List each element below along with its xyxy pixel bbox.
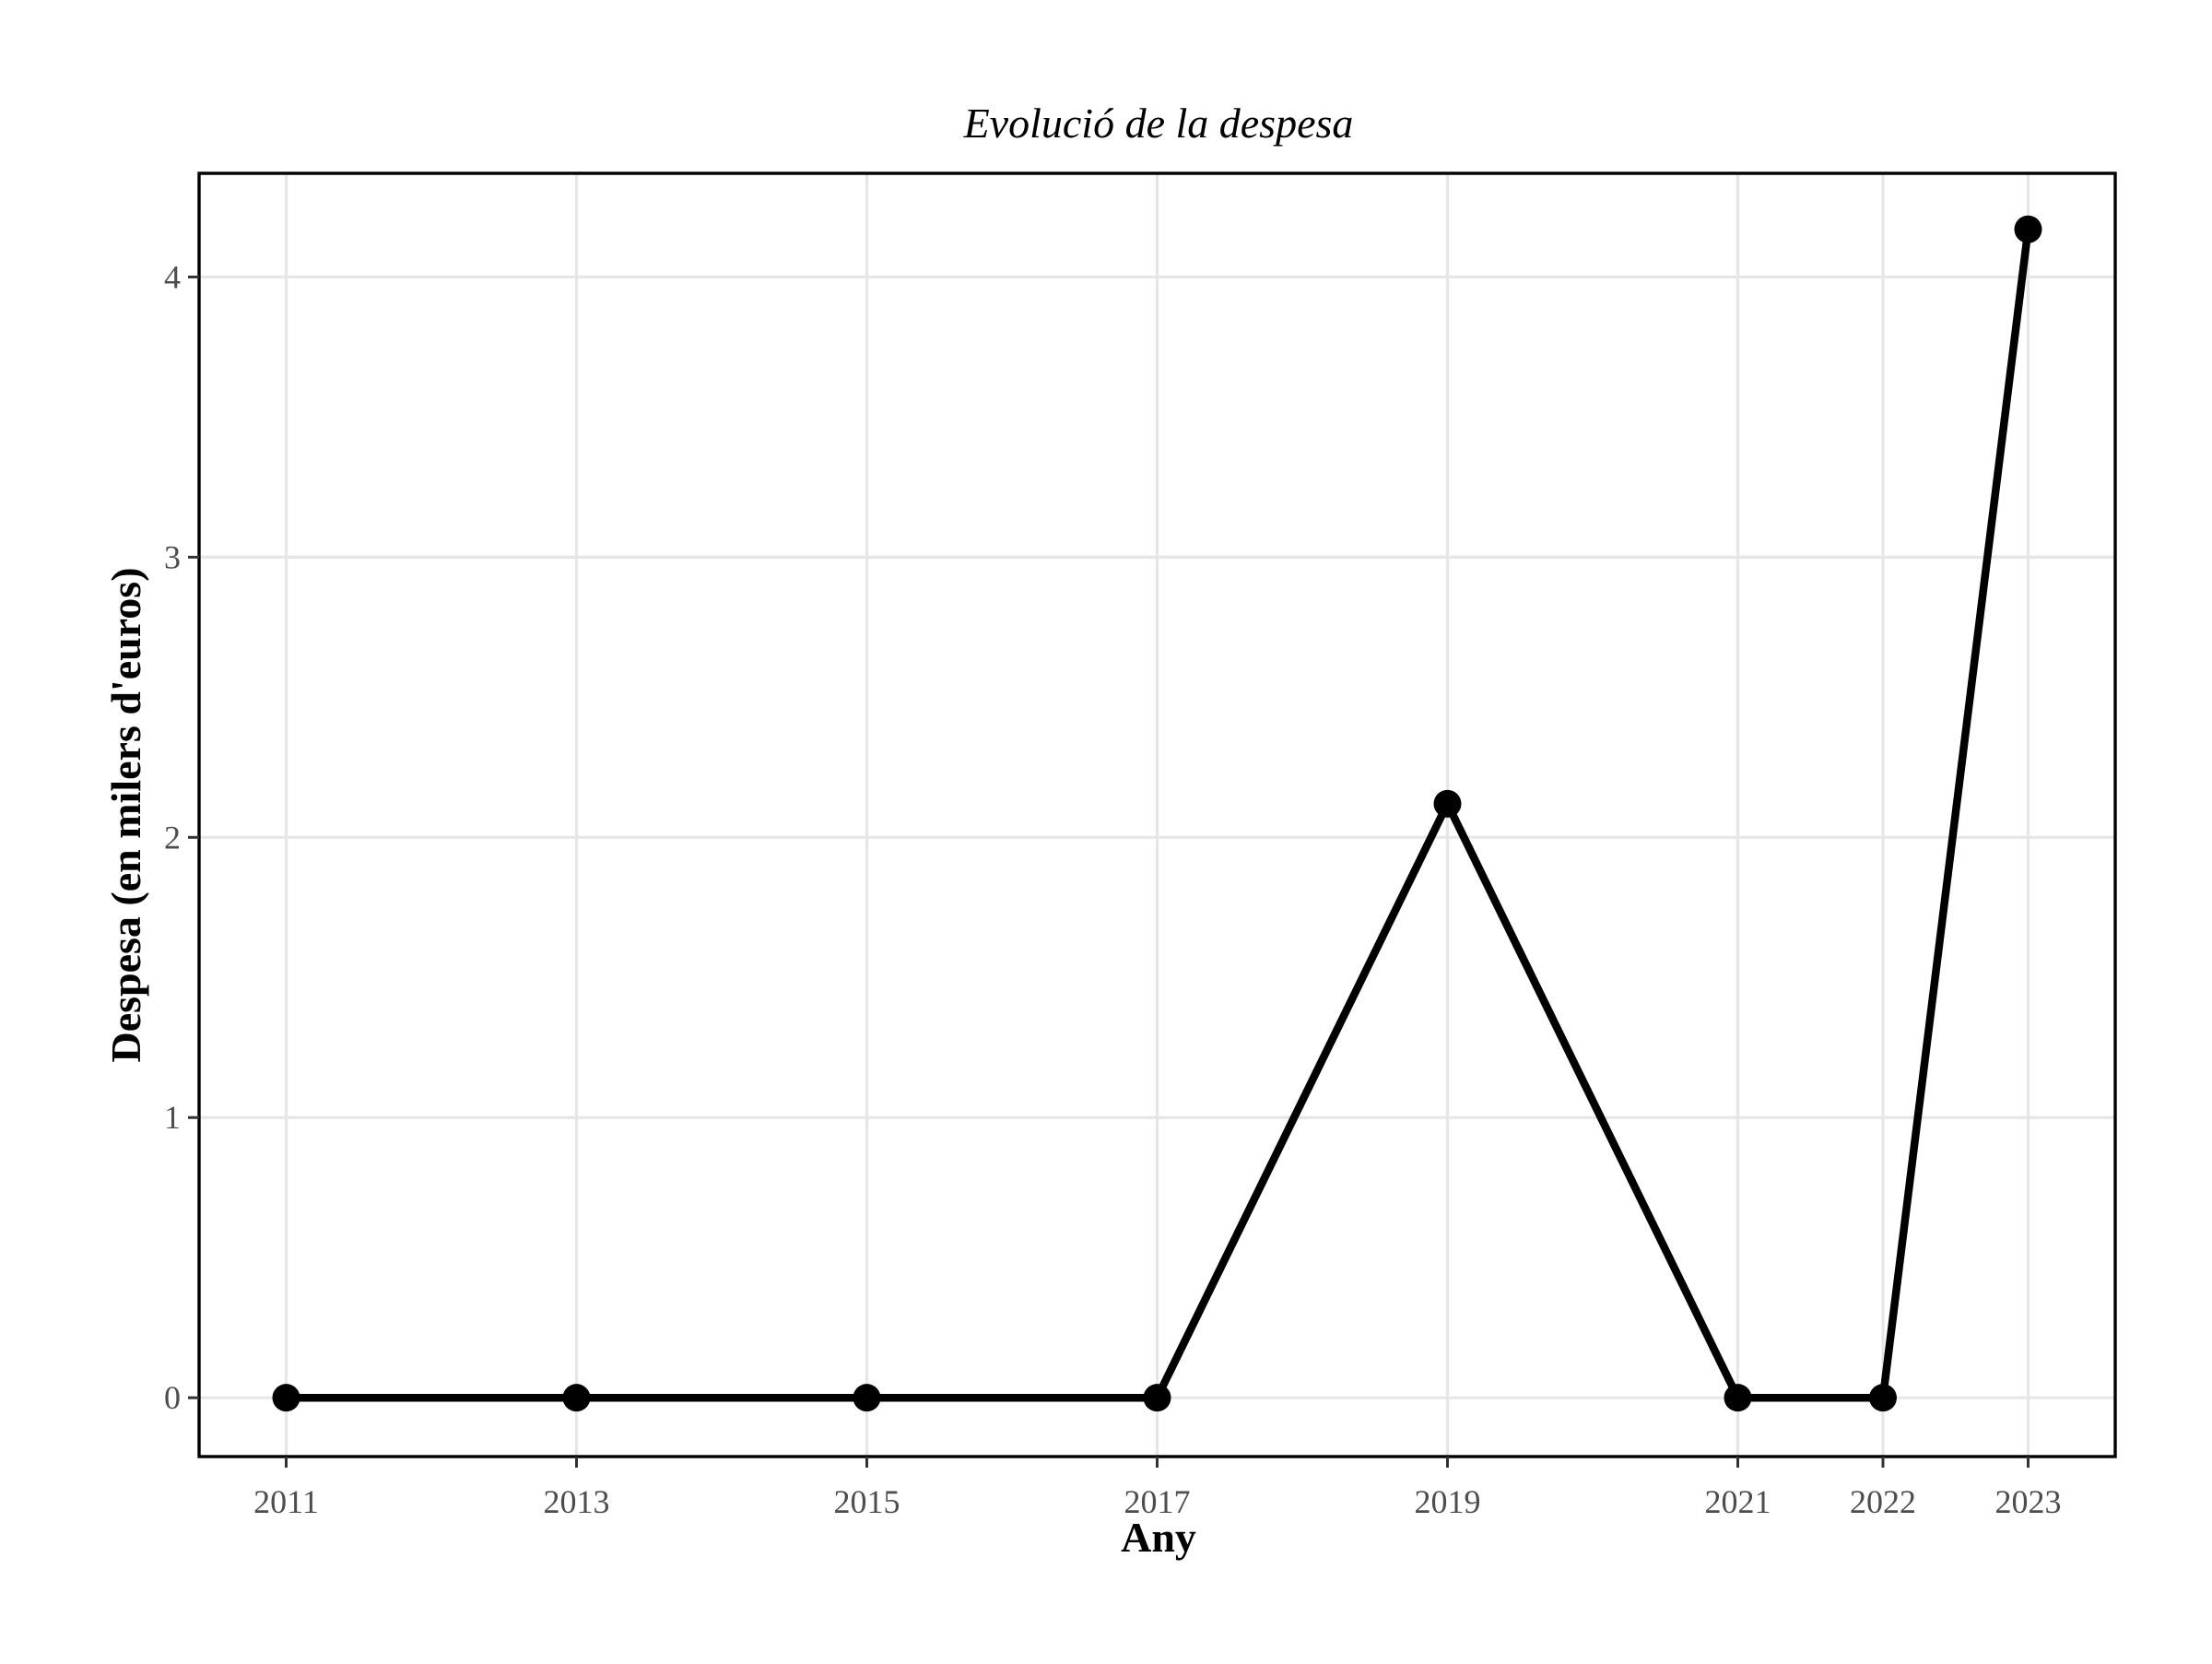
grid — [199, 173, 2115, 1457]
x-tick-label: 2015 — [834, 1483, 900, 1520]
x-tick-label: 2011 — [253, 1483, 319, 1520]
data-point — [853, 1384, 881, 1412]
x-axis-title: Any — [1121, 1514, 1196, 1561]
y-tick-label: 2 — [164, 819, 181, 856]
data-point — [272, 1384, 300, 1412]
x-tick-label: 2013 — [544, 1483, 610, 1520]
data-point — [1143, 1384, 1171, 1412]
x-tick-label: 2022 — [1850, 1483, 1916, 1520]
data-point — [562, 1384, 591, 1412]
x-tick-label: 2017 — [1124, 1483, 1191, 1520]
data-point — [2014, 215, 2042, 243]
y-axis-title: Despesa (en milers d'euros) — [102, 567, 149, 1062]
y-tick-label: 4 — [164, 258, 181, 295]
x-tick-label: 2019 — [1415, 1483, 1481, 1520]
y-tick-label: 3 — [164, 538, 181, 575]
chart-title: Evolució de la despesa — [963, 100, 1354, 147]
y-tick-label: 0 — [164, 1379, 181, 1416]
y-tick-label: 1 — [164, 1099, 181, 1136]
series-line — [286, 229, 2032, 1402]
data-point — [1724, 1384, 1752, 1412]
data-point — [1433, 789, 1462, 818]
series-layer — [272, 215, 2042, 1412]
x-tick-label: 2023 — [1995, 1483, 2062, 1520]
data-point — [1869, 1384, 1897, 1412]
x-tick-label: 2021 — [1705, 1483, 1771, 1520]
axis-ticks: 2011 2013 2015 2017 2019 2021 2022 2023 0 1 2 3 4 — [164, 258, 2062, 1520]
